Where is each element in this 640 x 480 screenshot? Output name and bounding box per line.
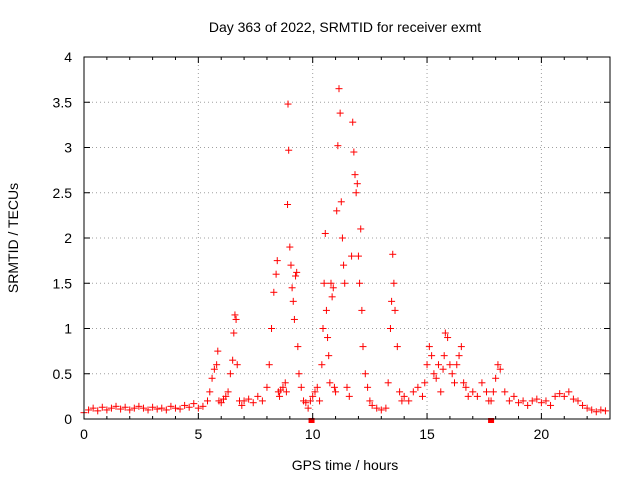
y-tick-label: 3.5 <box>53 94 73 110</box>
y-tick-label: 2 <box>64 230 72 246</box>
y-tick-label: 0 <box>64 411 72 427</box>
y-tick-label: 2.5 <box>53 185 73 201</box>
x-axis-label: GPS time / hours <box>292 457 399 473</box>
x-tick-label: 5 <box>194 426 202 442</box>
y-tick-label: 1.5 <box>53 275 73 291</box>
chart: 0 5 10 15 20 0 0.5 1 1.5 2 2.5 3 3.5 4 Day 363 of 20… <box>0 0 640 480</box>
x-tick-label: 15 <box>419 426 435 442</box>
y-axis-label: SRMTID / TECUs <box>5 183 21 293</box>
y-tick-label: 0.5 <box>53 366 73 382</box>
y-tick-label: 1 <box>64 321 72 337</box>
chart-title: Day 363 of 2022, SRMTID for receiver exm… <box>209 19 481 35</box>
y-tick-label: 4 <box>64 49 72 65</box>
x-tick-label: 0 <box>80 426 88 442</box>
x-tick-label: 20 <box>534 426 550 442</box>
x-tick-label: 10 <box>305 426 321 442</box>
y-tick-label: 3 <box>64 140 72 156</box>
